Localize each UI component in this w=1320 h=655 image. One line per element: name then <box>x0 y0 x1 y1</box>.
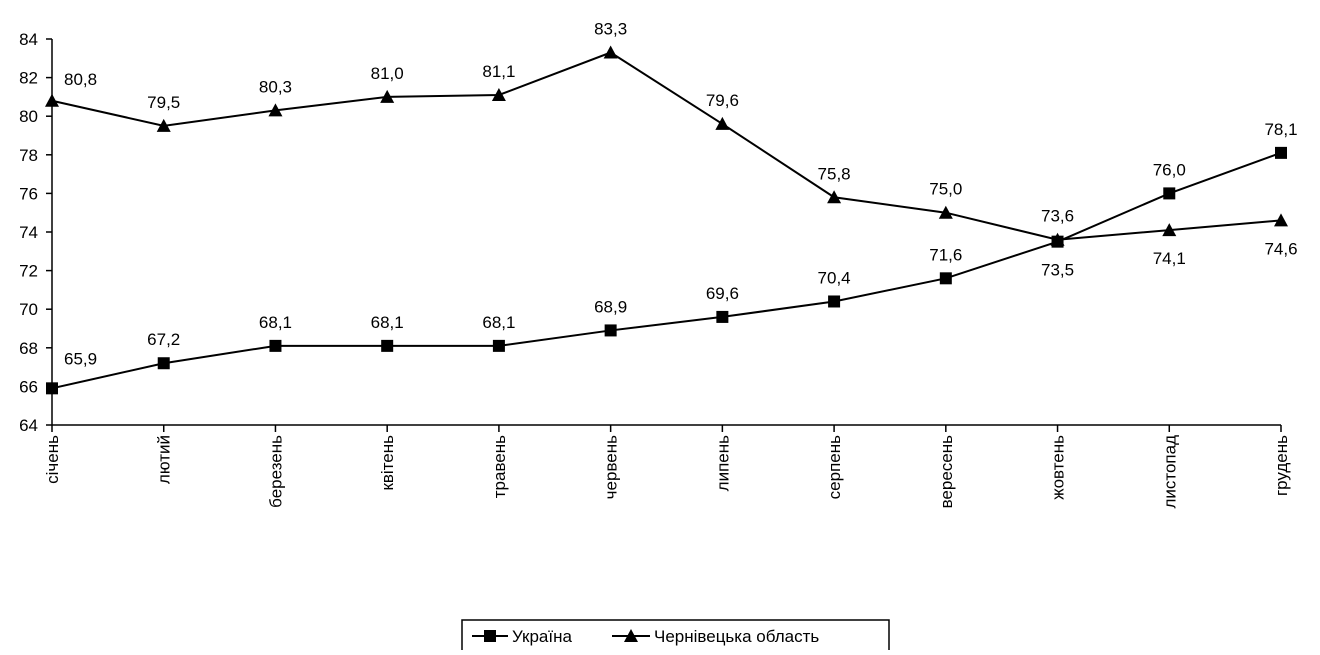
square-marker <box>939 272 952 285</box>
y-tick-label: 64 <box>19 416 38 435</box>
data-labels-layer: 65,9 67,2 68,1 68,1 68,1 68,9 69,6 70,4 71,6 73,5… <box>64 20 1298 369</box>
x-category-label: жовтень <box>1049 435 1068 500</box>
y-tick-label: 70 <box>19 300 38 319</box>
square-marker <box>381 339 394 352</box>
triangle-marker <box>380 89 395 103</box>
y-tick-label: 68 <box>19 339 38 358</box>
data-label: 68,1 <box>371 313 404 332</box>
triangle-marker <box>156 118 171 132</box>
legend-label-chernivtsi: Чернівецька область <box>654 627 819 646</box>
legend-square-marker <box>484 630 496 642</box>
data-label: 68,1 <box>482 313 515 332</box>
data-label: 69,6 <box>706 284 739 303</box>
y-tick-label: 76 <box>19 184 38 203</box>
triangle-marker <box>603 45 618 59</box>
data-label: 68,9 <box>594 297 627 316</box>
square-marker <box>492 339 505 352</box>
square-marker <box>269 339 282 352</box>
data-label: 74,1 <box>1153 249 1186 268</box>
data-label: 68,1 <box>259 313 292 332</box>
legend-label-ukraine: Україна <box>512 627 572 646</box>
square-marker <box>1163 187 1176 200</box>
square-marker <box>716 310 729 323</box>
data-label: 74,6 <box>1264 239 1297 258</box>
x-category-label: квітень <box>378 435 397 491</box>
square-marker <box>604 324 617 337</box>
triangle-marker <box>938 205 953 219</box>
triangle-marker <box>715 116 730 130</box>
data-label: 70,4 <box>818 268 851 287</box>
square-marker <box>1275 146 1287 159</box>
y-tick-label: 82 <box>19 69 38 88</box>
data-label: 79,6 <box>706 91 739 110</box>
triangle-marker <box>1050 232 1065 246</box>
data-label: 80,3 <box>259 77 292 96</box>
data-label: 75,0 <box>929 180 962 199</box>
data-label: 65,9 <box>64 349 97 368</box>
legend-triangle-marker <box>624 629 638 642</box>
x-category-label: липень <box>713 435 732 491</box>
triangle-marker <box>1274 213 1288 227</box>
triangle-marker <box>827 190 842 204</box>
x-category-label: лютий <box>155 435 174 484</box>
x-category-label: листопад <box>1160 435 1179 509</box>
data-label: 76,0 <box>1153 160 1186 179</box>
legend: Україна Чернівецька область <box>461 619 890 655</box>
triangle-marker <box>1162 223 1177 237</box>
triangle-marker <box>45 93 59 107</box>
square-marker <box>828 295 841 308</box>
x-category-label: грудень <box>1272 435 1291 496</box>
data-label: 67,2 <box>147 330 180 349</box>
data-label: 73,5 <box>1041 261 1074 280</box>
data-label: 75,8 <box>818 164 851 183</box>
x-category-label: серпень <box>825 435 844 499</box>
series-line-1 <box>51 51 1282 241</box>
y-tick-label: 72 <box>19 262 38 281</box>
y-tick-label: 66 <box>19 377 38 396</box>
x-category-label: січень <box>43 435 62 484</box>
data-label: 78,1 <box>1264 120 1297 139</box>
data-label: 80,8 <box>64 70 97 89</box>
data-label: 73,6 <box>1041 207 1074 226</box>
y-tick-label: 78 <box>19 146 38 165</box>
x-category-label: вересень <box>937 435 956 509</box>
data-label: 81,1 <box>482 62 515 81</box>
axes: 64 66 68 70 72 74 76 78 80 82 84 січень лютий березен… <box>19 30 1291 509</box>
data-label: 83,3 <box>594 20 627 39</box>
data-label: 71,6 <box>929 245 962 264</box>
square-marker <box>46 382 58 395</box>
data-label: 79,5 <box>147 93 180 112</box>
triangle-marker <box>491 87 506 101</box>
y-tick-label: 84 <box>19 30 38 49</box>
x-category-label: березень <box>266 435 285 508</box>
data-label: 81,0 <box>371 64 404 83</box>
y-tick-label: 74 <box>19 223 38 242</box>
x-category-label: травень <box>490 435 509 498</box>
x-category-label: червень <box>602 435 621 499</box>
legend-box <box>461 619 890 655</box>
y-tick-label: 80 <box>19 107 38 126</box>
triangle-marker <box>268 103 283 117</box>
square-marker <box>157 357 170 370</box>
series-line-0 <box>51 151 1282 390</box>
series-layer <box>45 45 1288 395</box>
